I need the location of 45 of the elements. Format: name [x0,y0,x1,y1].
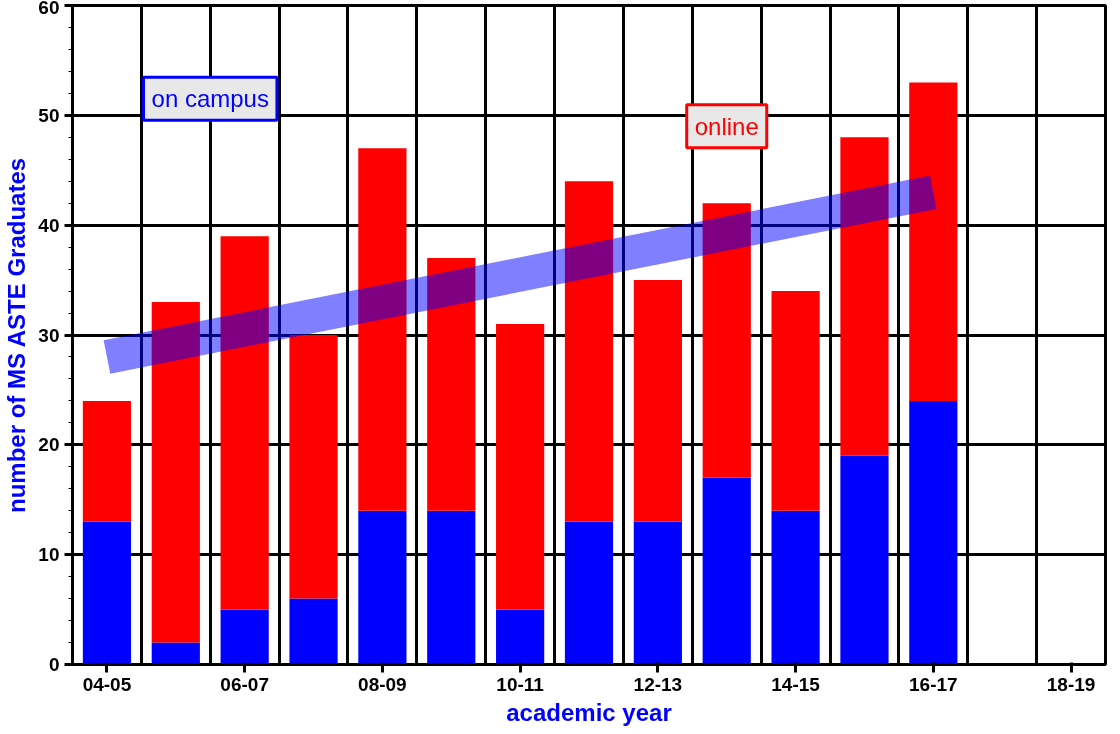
x-tick-label: 12-13 [633,673,683,695]
text: online [694,112,759,140]
x-tick-label: 08-09 [358,673,407,695]
y-tick-label: 0 [48,654,60,675]
bar [427,510,476,665]
bar [496,324,545,610]
bar [564,521,614,665]
y-axis-title: number of MS ASTE Graduates [3,157,31,514]
bar [840,455,889,665]
bar [358,510,407,665]
y-tick-label: 50 [38,104,60,126]
bar [771,291,820,511]
x-axis-title: academic year [506,698,672,726]
x-tick-label: 04-05 [82,673,132,695]
bar [633,280,682,522]
x-tick-label: 18-19 [1046,673,1096,695]
bar [82,521,132,665]
bar [82,400,132,522]
x-tick-label: 06-07 [220,673,269,695]
bar [633,521,682,665]
y-tick-label: 20 [38,434,60,456]
bar [220,609,269,665]
bar [909,400,958,665]
x-tick-label: 10-11 [496,673,545,695]
bar [289,335,338,599]
y-tick-label: 40 [38,214,60,236]
x-tick-label: 14-15 [771,673,821,695]
bar [909,82,958,401]
bar [151,642,200,665]
y-tick-label: 30 [38,324,60,346]
bar [427,258,476,511]
bar [496,609,545,665]
x-tick-label: 16-17 [909,673,958,695]
y-tick-label: 10 [38,544,60,566]
bar [840,137,889,456]
bar [289,598,338,665]
y-tick-label: 60 [38,0,60,18]
bar [702,477,751,665]
bar [564,181,614,522]
bar [151,302,200,643]
text: on campus [151,85,269,113]
bar [220,236,269,610]
bar [702,203,751,478]
bar [771,510,820,665]
bar [358,148,407,511]
